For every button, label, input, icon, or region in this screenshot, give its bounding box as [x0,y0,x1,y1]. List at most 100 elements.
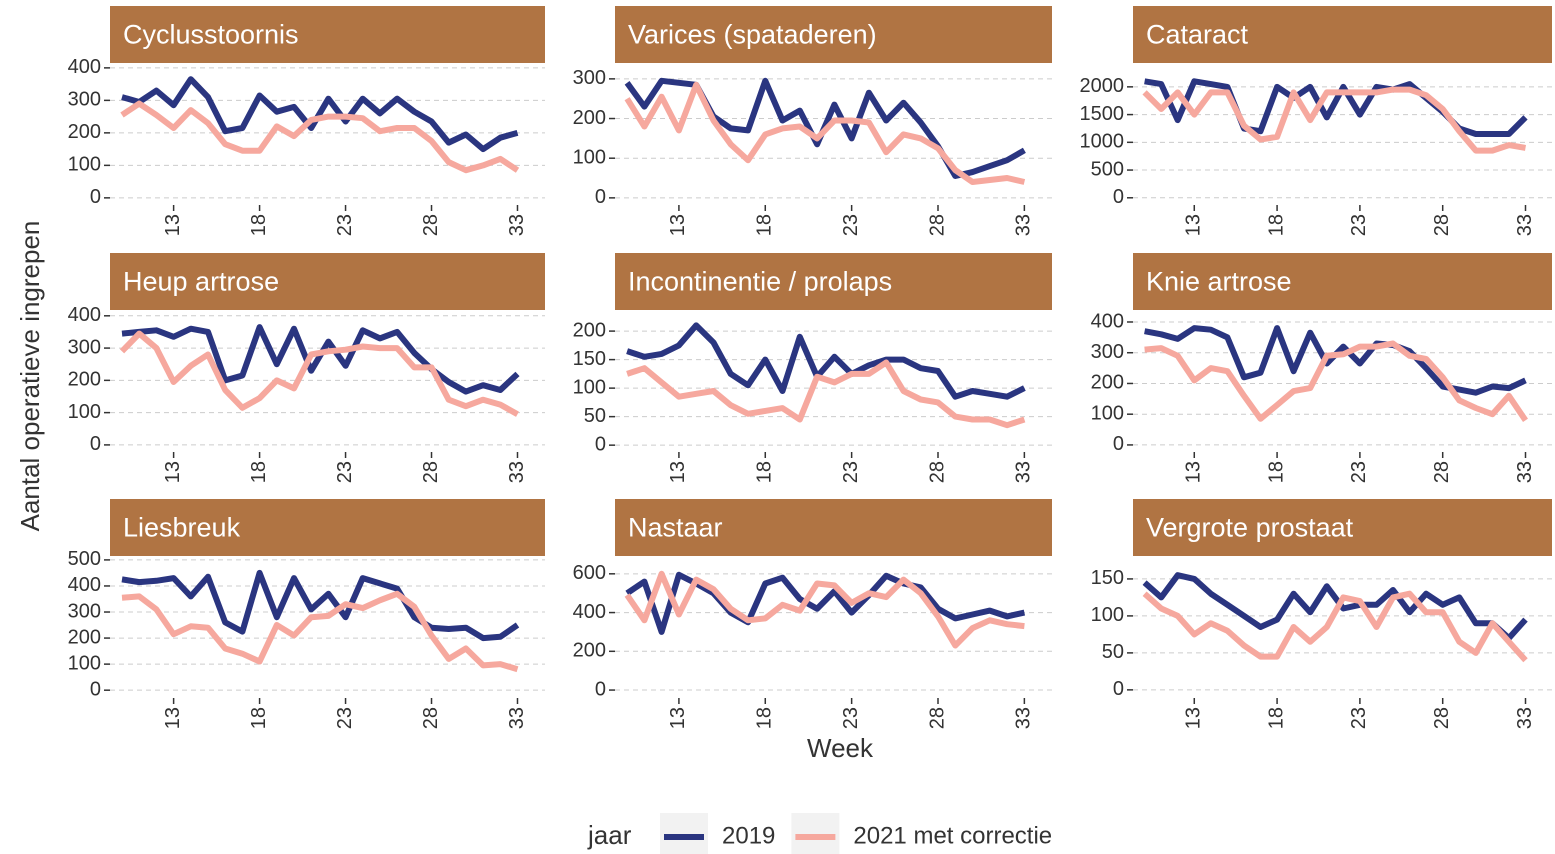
y-tick-label: 0 [1113,433,1124,455]
series-line [626,322,1026,400]
x-tick-label: 33 [506,461,528,483]
y-tick-label: 100 [573,146,606,168]
series-line [624,570,1025,649]
y-axis-title: Aantal operatieve ingrepen [15,221,45,532]
panel-title: Cyclusstoornis [123,20,299,50]
x-tick-label: 23 [840,461,862,483]
x-tick-label: 23 [1348,707,1370,729]
y-tick-label: 600 [573,562,606,584]
panel-title: Nastaar [628,513,723,543]
x-tick-label: 13 [667,707,689,729]
y-tick-label: 100 [573,376,606,398]
y-tick-label: 150 [1091,567,1124,589]
panel-title: Varices (spataderen) [628,20,877,50]
x-tick-label: 18 [1265,707,1287,729]
y-tick-label: 300 [573,67,606,89]
y-tick-label: 200 [68,626,101,648]
y-tick-label: 1500 [1080,103,1125,125]
x-tick-label: 28 [926,707,948,729]
strip [1133,499,1552,556]
y-tick-label: 100 [1091,402,1124,424]
y-tick-label: 0 [1113,678,1124,700]
y-tick-label: 500 [1091,158,1124,180]
panel-title: Cataract [1146,20,1249,50]
legend-key [791,813,840,854]
x-tick-label: 33 [1514,461,1536,483]
strip [615,253,1052,310]
series-line [1144,78,1528,137]
y-tick-label: 200 [68,369,101,391]
x-tick-label: 13 [162,707,184,729]
y-tick-label: 200 [573,107,606,129]
x-tick-label: 18 [754,461,776,483]
legend-key [660,813,708,854]
x-tick-label: 33 [506,707,528,729]
x-tick-label: 13 [162,214,184,236]
x-tick-label: 28 [420,461,442,483]
series-line [121,569,520,642]
x-tick-label: 13 [667,214,689,236]
y-tick-label: 0 [595,186,606,208]
y-tick-label: 400 [68,574,101,596]
series-line [121,76,519,153]
strip [615,6,1052,63]
x-tick-label: 18 [1265,461,1287,483]
y-tick-label: 0 [90,433,101,455]
y-tick-label: 200 [573,640,606,662]
x-tick-label: 23 [334,707,356,729]
strip [1133,253,1552,310]
y-tick-label: 50 [1102,641,1124,663]
strip [110,6,545,63]
series-line [1142,572,1528,642]
x-tick-label: 18 [248,707,270,729]
x-tick-label: 13 [667,461,689,483]
legend-title: jaar [587,820,632,850]
x-tick-label: 18 [754,707,776,729]
series-line [1144,340,1528,422]
x-tick-label: 18 [248,214,270,236]
y-tick-label: 100 [68,154,101,176]
x-tick-label: 23 [334,214,356,236]
y-tick-label: 0 [595,433,606,455]
x-tick-label: 18 [1265,214,1287,236]
y-tick-label: 200 [1091,372,1124,394]
strip [110,499,545,556]
y-tick-label: 400 [68,56,101,78]
strip [1133,6,1552,63]
panel-title: Vergrote prostaat [1146,513,1354,543]
x-tick-label: 23 [1348,214,1370,236]
y-tick-label: 0 [90,678,101,700]
x-tick-label: 18 [248,461,270,483]
y-tick-label: 400 [573,601,606,623]
series-line [121,590,519,673]
x-tick-label: 13 [1183,707,1205,729]
x-tick-label: 28 [1431,461,1453,483]
y-tick-label: 300 [68,336,101,358]
x-tick-label: 13 [162,461,184,483]
y-tick-label: 300 [68,89,101,111]
series-line [1142,86,1526,154]
series-line [626,359,1026,429]
strip [615,499,1052,556]
x-tick-label: 13 [1183,461,1205,483]
y-tick-label: 0 [1113,186,1124,208]
y-tick-label: 50 [584,405,606,427]
legend-label: 2021 met correctie [853,822,1052,849]
x-tick-label: 28 [926,461,948,483]
x-tick-label: 13 [1183,214,1205,236]
y-tick-label: 100 [68,652,101,674]
panel-title: Liesbreuk [123,513,241,543]
x-tick-label: 28 [420,707,442,729]
y-tick-label: 100 [1091,604,1124,626]
x-tick-label: 23 [334,461,356,483]
y-tick-label: 1000 [1080,131,1125,153]
y-tick-label: 300 [68,600,101,622]
y-tick-label: 200 [573,319,606,341]
x-tick-label: 28 [1431,707,1453,729]
series-line [119,330,519,417]
panel-title: Incontinentie / prolaps [628,267,892,297]
y-tick-label: 150 [573,348,606,370]
x-tick-label: 23 [840,707,862,729]
y-tick-label: 500 [68,548,101,570]
y-tick-label: 100 [68,401,101,423]
